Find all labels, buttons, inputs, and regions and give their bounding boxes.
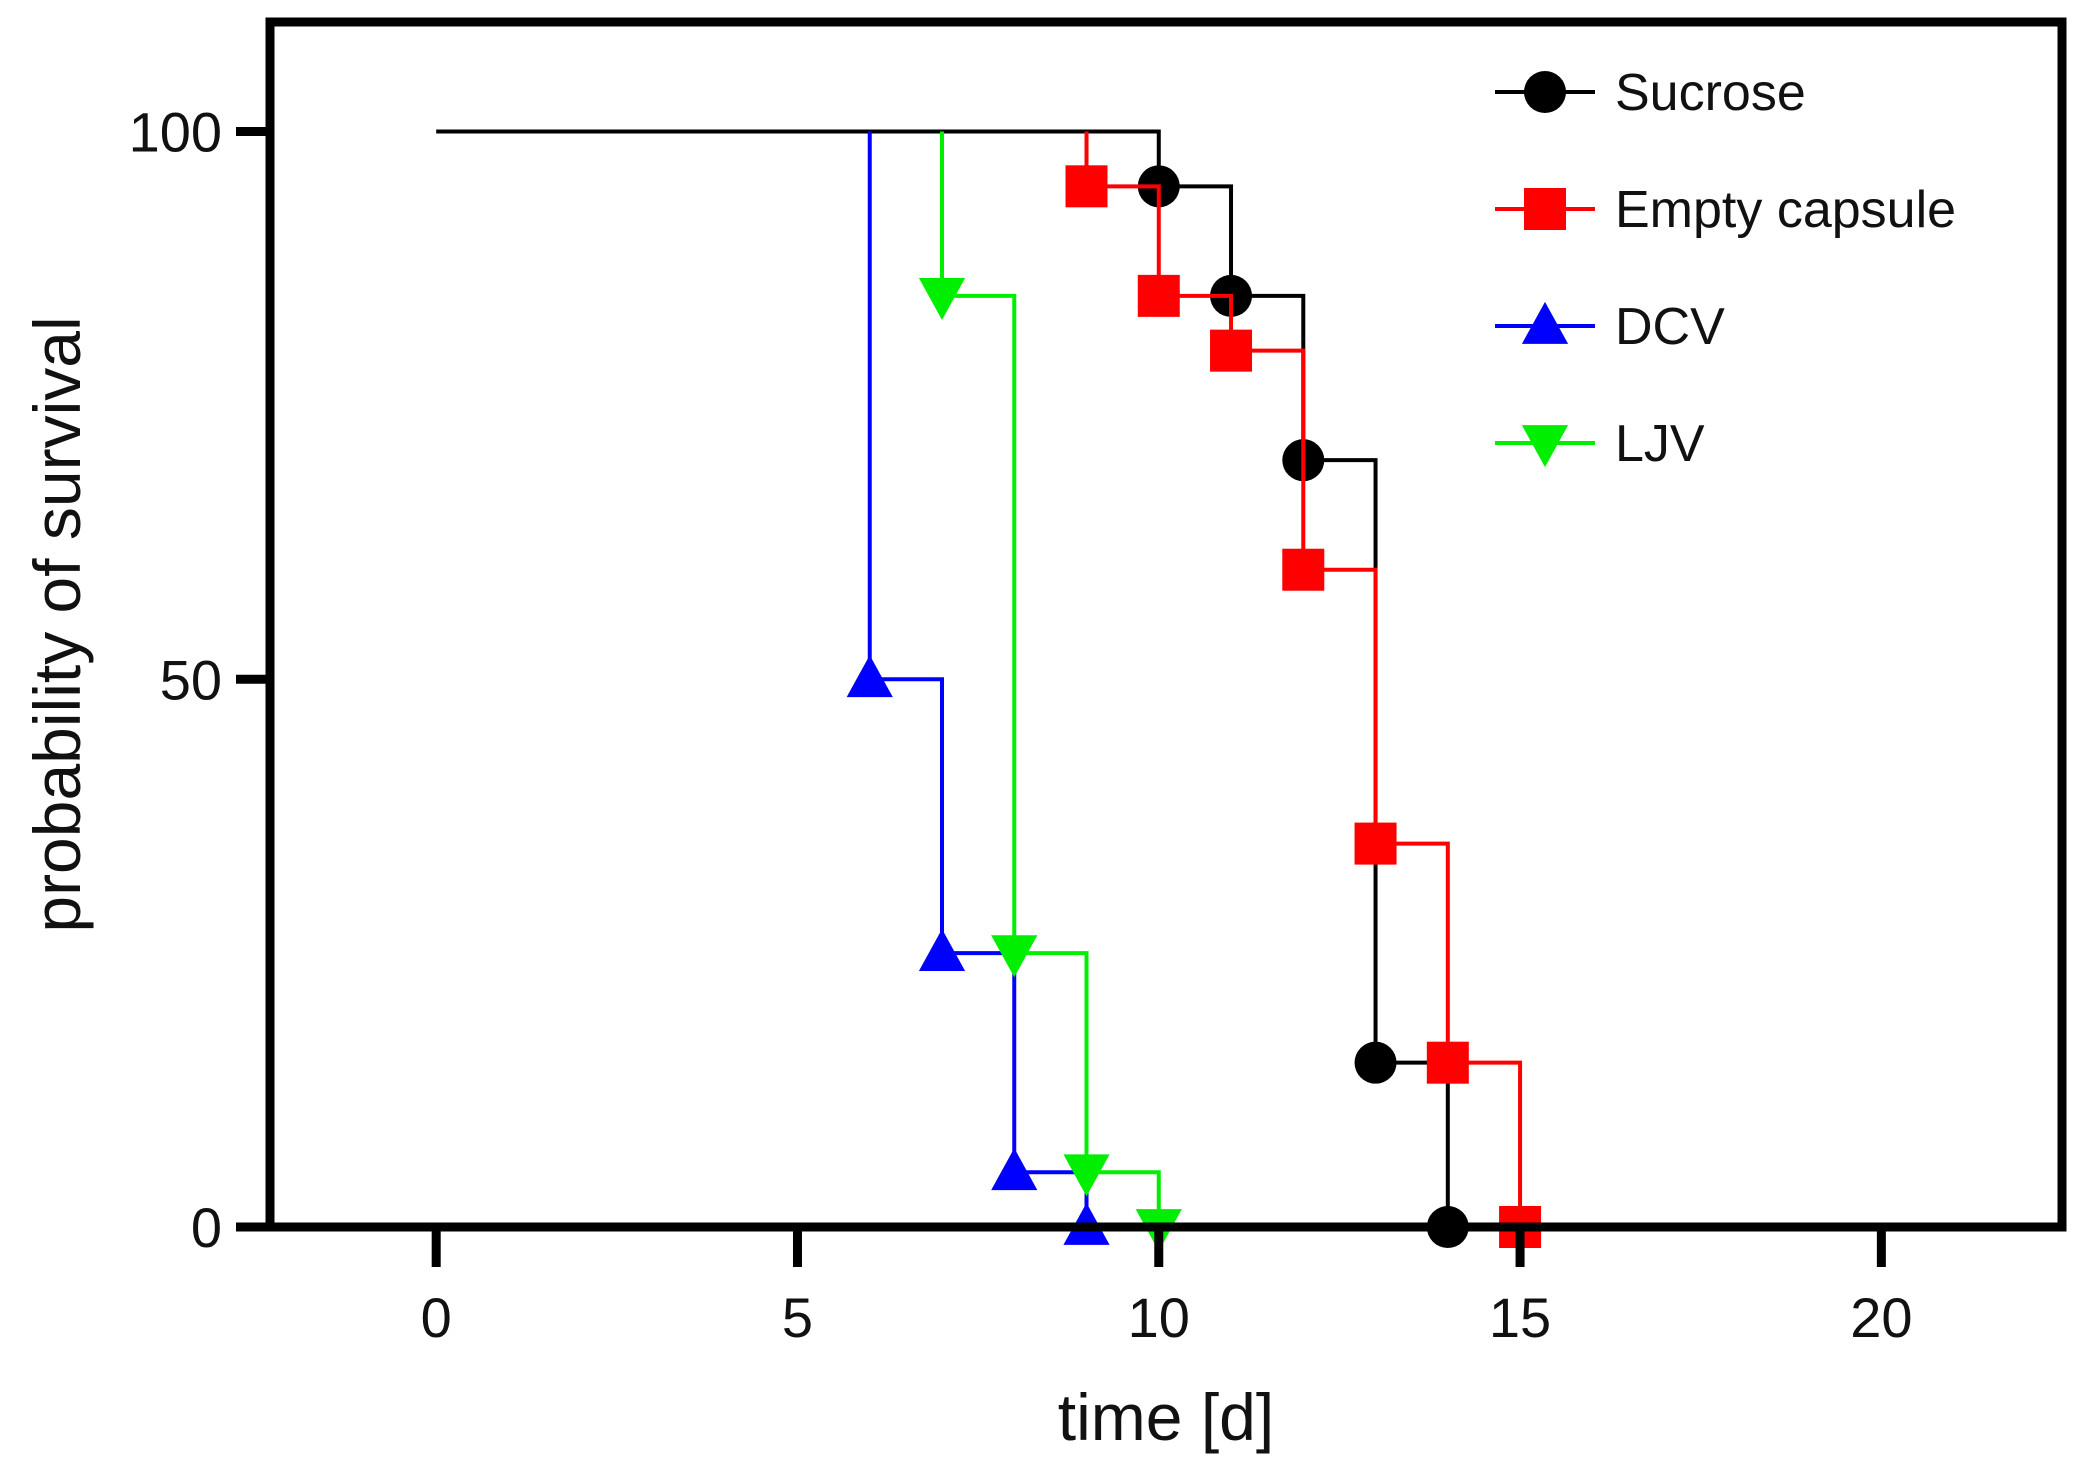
series-layer — [436, 129, 1546, 1252]
series-dcv — [846, 131, 1112, 1245]
data-point-marker — [991, 935, 1038, 978]
data-point-marker — [1063, 1154, 1110, 1197]
data-point-marker — [1354, 1041, 1397, 1084]
survival-step-line — [940, 131, 1185, 1229]
legend-item: DCV — [1495, 298, 1725, 356]
data-point-marker — [1426, 1041, 1469, 1084]
x-axis-title: time [d] — [1058, 1380, 1274, 1454]
legend-label: Empty capsule — [1615, 181, 1956, 239]
data-point-marker — [1210, 329, 1253, 372]
series-sucrose — [436, 129, 1474, 1248]
y-axis-title: probability of survival — [20, 316, 94, 932]
legend-marker — [1524, 188, 1566, 230]
x-tick-label: 0 — [421, 1286, 452, 1349]
data-point-marker — [1137, 274, 1180, 317]
x-tick-label: 15 — [1489, 1286, 1551, 1349]
series-ljv — [918, 131, 1185, 1252]
data-point-marker — [1282, 548, 1325, 591]
data-point-marker — [1065, 165, 1108, 208]
y-tick-label: 50 — [160, 648, 222, 711]
x-tick-label: 5 — [782, 1286, 813, 1349]
x-tick-label: 10 — [1128, 1286, 1190, 1349]
series-empty-capsule — [1065, 131, 1546, 1248]
legend-item: Empty capsule — [1495, 181, 1956, 239]
legend-marker — [1524, 71, 1566, 113]
y-tick-label: 0 — [191, 1196, 222, 1259]
axes-layer: 0 5 10 15 20 0 50 100 — [129, 101, 1913, 1349]
legend-item: Sucrose — [1495, 64, 1806, 122]
data-point-marker — [918, 278, 966, 321]
legend: Sucrose Empty capsule DCV LJV — [1495, 64, 1956, 473]
legend-label: DCV — [1615, 298, 1725, 356]
legend-item: LJV — [1495, 415, 1705, 473]
legend-label: LJV — [1615, 415, 1705, 473]
data-point-marker — [1354, 822, 1397, 865]
y-tick-label: 100 — [129, 101, 222, 164]
plot-frame — [265, 17, 2067, 1232]
legend-marker — [1521, 301, 1569, 344]
legend-label: Sucrose — [1615, 64, 1806, 122]
data-point-marker — [846, 655, 893, 698]
data-point-marker — [918, 928, 966, 971]
x-tick-label: 20 — [1850, 1286, 1912, 1349]
data-point-marker — [991, 1148, 1038, 1191]
legend-marker — [1521, 425, 1569, 468]
